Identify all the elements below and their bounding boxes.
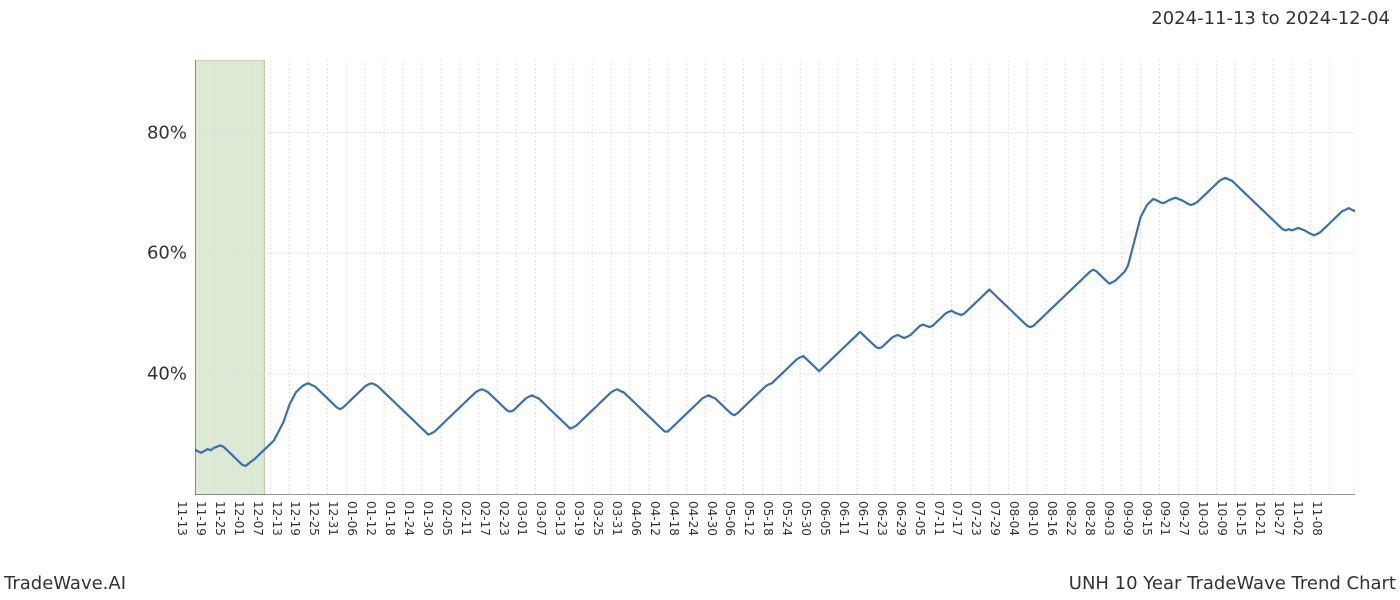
x-tick-label: 08-22 [1064, 495, 1078, 536]
x-tick-label: 11-19 [194, 495, 208, 536]
y-tick-label: 40% [147, 364, 195, 385]
footer-title: UNH 10 Year TradeWave Trend Chart [1069, 573, 1396, 594]
y-tick-label: 80% [147, 122, 195, 143]
x-tick-label: 04-12 [648, 495, 662, 536]
x-tick-label: 03-07 [534, 495, 548, 536]
x-tick-label: 08-28 [1083, 495, 1097, 536]
x-tick-label: 09-15 [1140, 495, 1154, 536]
x-tick-label: 11-25 [213, 495, 227, 536]
x-tick-label: 12-13 [270, 495, 284, 536]
x-tick-label: 09-03 [1102, 495, 1116, 536]
x-tick-label: 07-17 [950, 495, 964, 536]
x-tick-label: 12-01 [232, 495, 246, 536]
x-tick-label: 09-09 [1121, 495, 1135, 536]
x-tick-label: 05-24 [780, 495, 794, 536]
x-tick-label: 12-19 [288, 495, 302, 536]
x-tick-label: 02-11 [459, 495, 473, 536]
x-tick-label: 10-03 [1196, 495, 1210, 536]
x-tick-label: 01-06 [345, 495, 359, 536]
x-tick-label: 07-29 [988, 495, 1002, 536]
x-tick-label: 01-24 [402, 495, 416, 536]
x-tick-label: 07-05 [913, 495, 927, 536]
x-tick-label: 05-12 [742, 495, 756, 536]
x-tick-label: 06-17 [856, 495, 870, 536]
x-tick-label: 05-06 [723, 495, 737, 536]
x-tick-label: 06-05 [818, 495, 832, 536]
x-tick-label: 10-21 [1253, 495, 1267, 536]
x-tick-label: 07-23 [969, 495, 983, 536]
x-tick-label: 11-08 [1310, 495, 1324, 536]
x-tick-label: 04-06 [629, 495, 643, 536]
x-tick-label: 11-13 [175, 495, 189, 536]
x-tick-label: 03-01 [515, 495, 529, 536]
x-tick-label: 03-25 [591, 495, 605, 536]
x-tick-label: 03-19 [572, 495, 586, 536]
x-tick-label: 02-23 [497, 495, 511, 536]
x-tick-label: 06-29 [894, 495, 908, 536]
x-tick-label: 06-23 [875, 495, 889, 536]
x-tick-label: 05-30 [799, 495, 813, 536]
x-tick-label: 03-31 [610, 495, 624, 536]
x-tick-label: 06-11 [837, 495, 851, 536]
x-tick-label: 10-15 [1234, 495, 1248, 536]
x-tick-label: 12-31 [326, 495, 340, 536]
x-tick-label: 09-27 [1177, 495, 1191, 536]
x-tick-label: 10-27 [1272, 495, 1286, 536]
plot-area: 40%60%80%11-1311-1911-2512-0112-0712-131… [195, 60, 1355, 495]
x-tick-label: 01-18 [383, 495, 397, 536]
x-tick-label: 12-07 [251, 495, 265, 536]
x-tick-label: 08-16 [1045, 495, 1059, 536]
y-tick-label: 60% [147, 243, 195, 264]
x-tick-label: 04-30 [705, 495, 719, 536]
x-tick-label: 01-12 [364, 495, 378, 536]
x-tick-label: 02-17 [478, 495, 492, 536]
x-tick-label: 09-21 [1158, 495, 1172, 536]
x-tick-label: 08-10 [1026, 495, 1040, 536]
x-tick-label: 03-13 [553, 495, 567, 536]
x-tick-label: 02-05 [440, 495, 454, 536]
x-tick-label: 11-02 [1291, 495, 1305, 536]
x-tick-label: 10-09 [1215, 495, 1229, 536]
x-tick-label: 04-24 [686, 495, 700, 536]
date-range-label: 2024-11-13 to 2024-12-04 [1151, 8, 1390, 29]
footer-brand: TradeWave.AI [4, 573, 126, 594]
x-tick-label: 04-18 [667, 495, 681, 536]
x-tick-label: 01-30 [421, 495, 435, 536]
x-tick-label: 05-18 [761, 495, 775, 536]
chart-svg [195, 60, 1355, 495]
x-tick-label: 07-11 [932, 495, 946, 536]
x-tick-label: 12-25 [307, 495, 321, 536]
chart-container: 2024-11-13 to 2024-12-04 40%60%80%11-131… [0, 0, 1400, 600]
x-tick-label: 08-04 [1007, 495, 1021, 536]
